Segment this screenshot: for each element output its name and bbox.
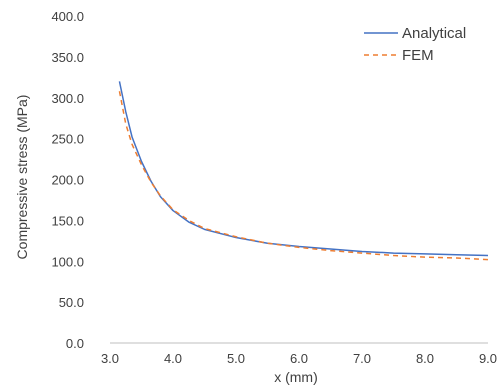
x-tick-labels: 3.0 4.0 5.0 6.0 7.0 8.0 9.0 — [101, 351, 497, 366]
series-layer — [118, 81, 489, 261]
x-axis-title: x (mm) — [274, 369, 318, 385]
y-tick-label: 350.0 — [51, 50, 84, 65]
x-tick-label: 6.0 — [290, 351, 308, 366]
y-tick-label: 400.0 — [51, 9, 84, 24]
legend-label-fem: FEM — [402, 47, 434, 64]
y-tick-label: 200.0 — [51, 173, 84, 188]
y-tick-label: 250.0 — [51, 132, 84, 147]
x-tick-label: 3.0 — [101, 351, 119, 366]
y-axis-title: Compressive stress (MPa) — [14, 95, 30, 260]
y-tick-label: 100.0 — [51, 254, 84, 269]
y-tick-label: 300.0 — [51, 91, 84, 106]
series-line-analytical — [118, 81, 489, 257]
x-tick-label: 7.0 — [353, 351, 371, 366]
legend-label-analytical: Analytical — [402, 25, 466, 42]
x-tick-label: 8.0 — [416, 351, 434, 366]
series-line-fem — [118, 91, 489, 261]
x-tick-label: 4.0 — [164, 351, 182, 366]
y-tick-label: 0.0 — [66, 336, 84, 351]
legend: Analytical FEM — [364, 25, 466, 64]
y-tick-label: 50.0 — [59, 295, 84, 310]
y-tick-labels: 0.0 50.0 100.0 150.0 200.0 250.0 300.0 350.0 400… — [51, 9, 84, 351]
x-tick-label: 5.0 — [227, 351, 245, 366]
x-tick-label: 9.0 — [479, 351, 497, 366]
y-tick-label: 150.0 — [51, 213, 84, 228]
